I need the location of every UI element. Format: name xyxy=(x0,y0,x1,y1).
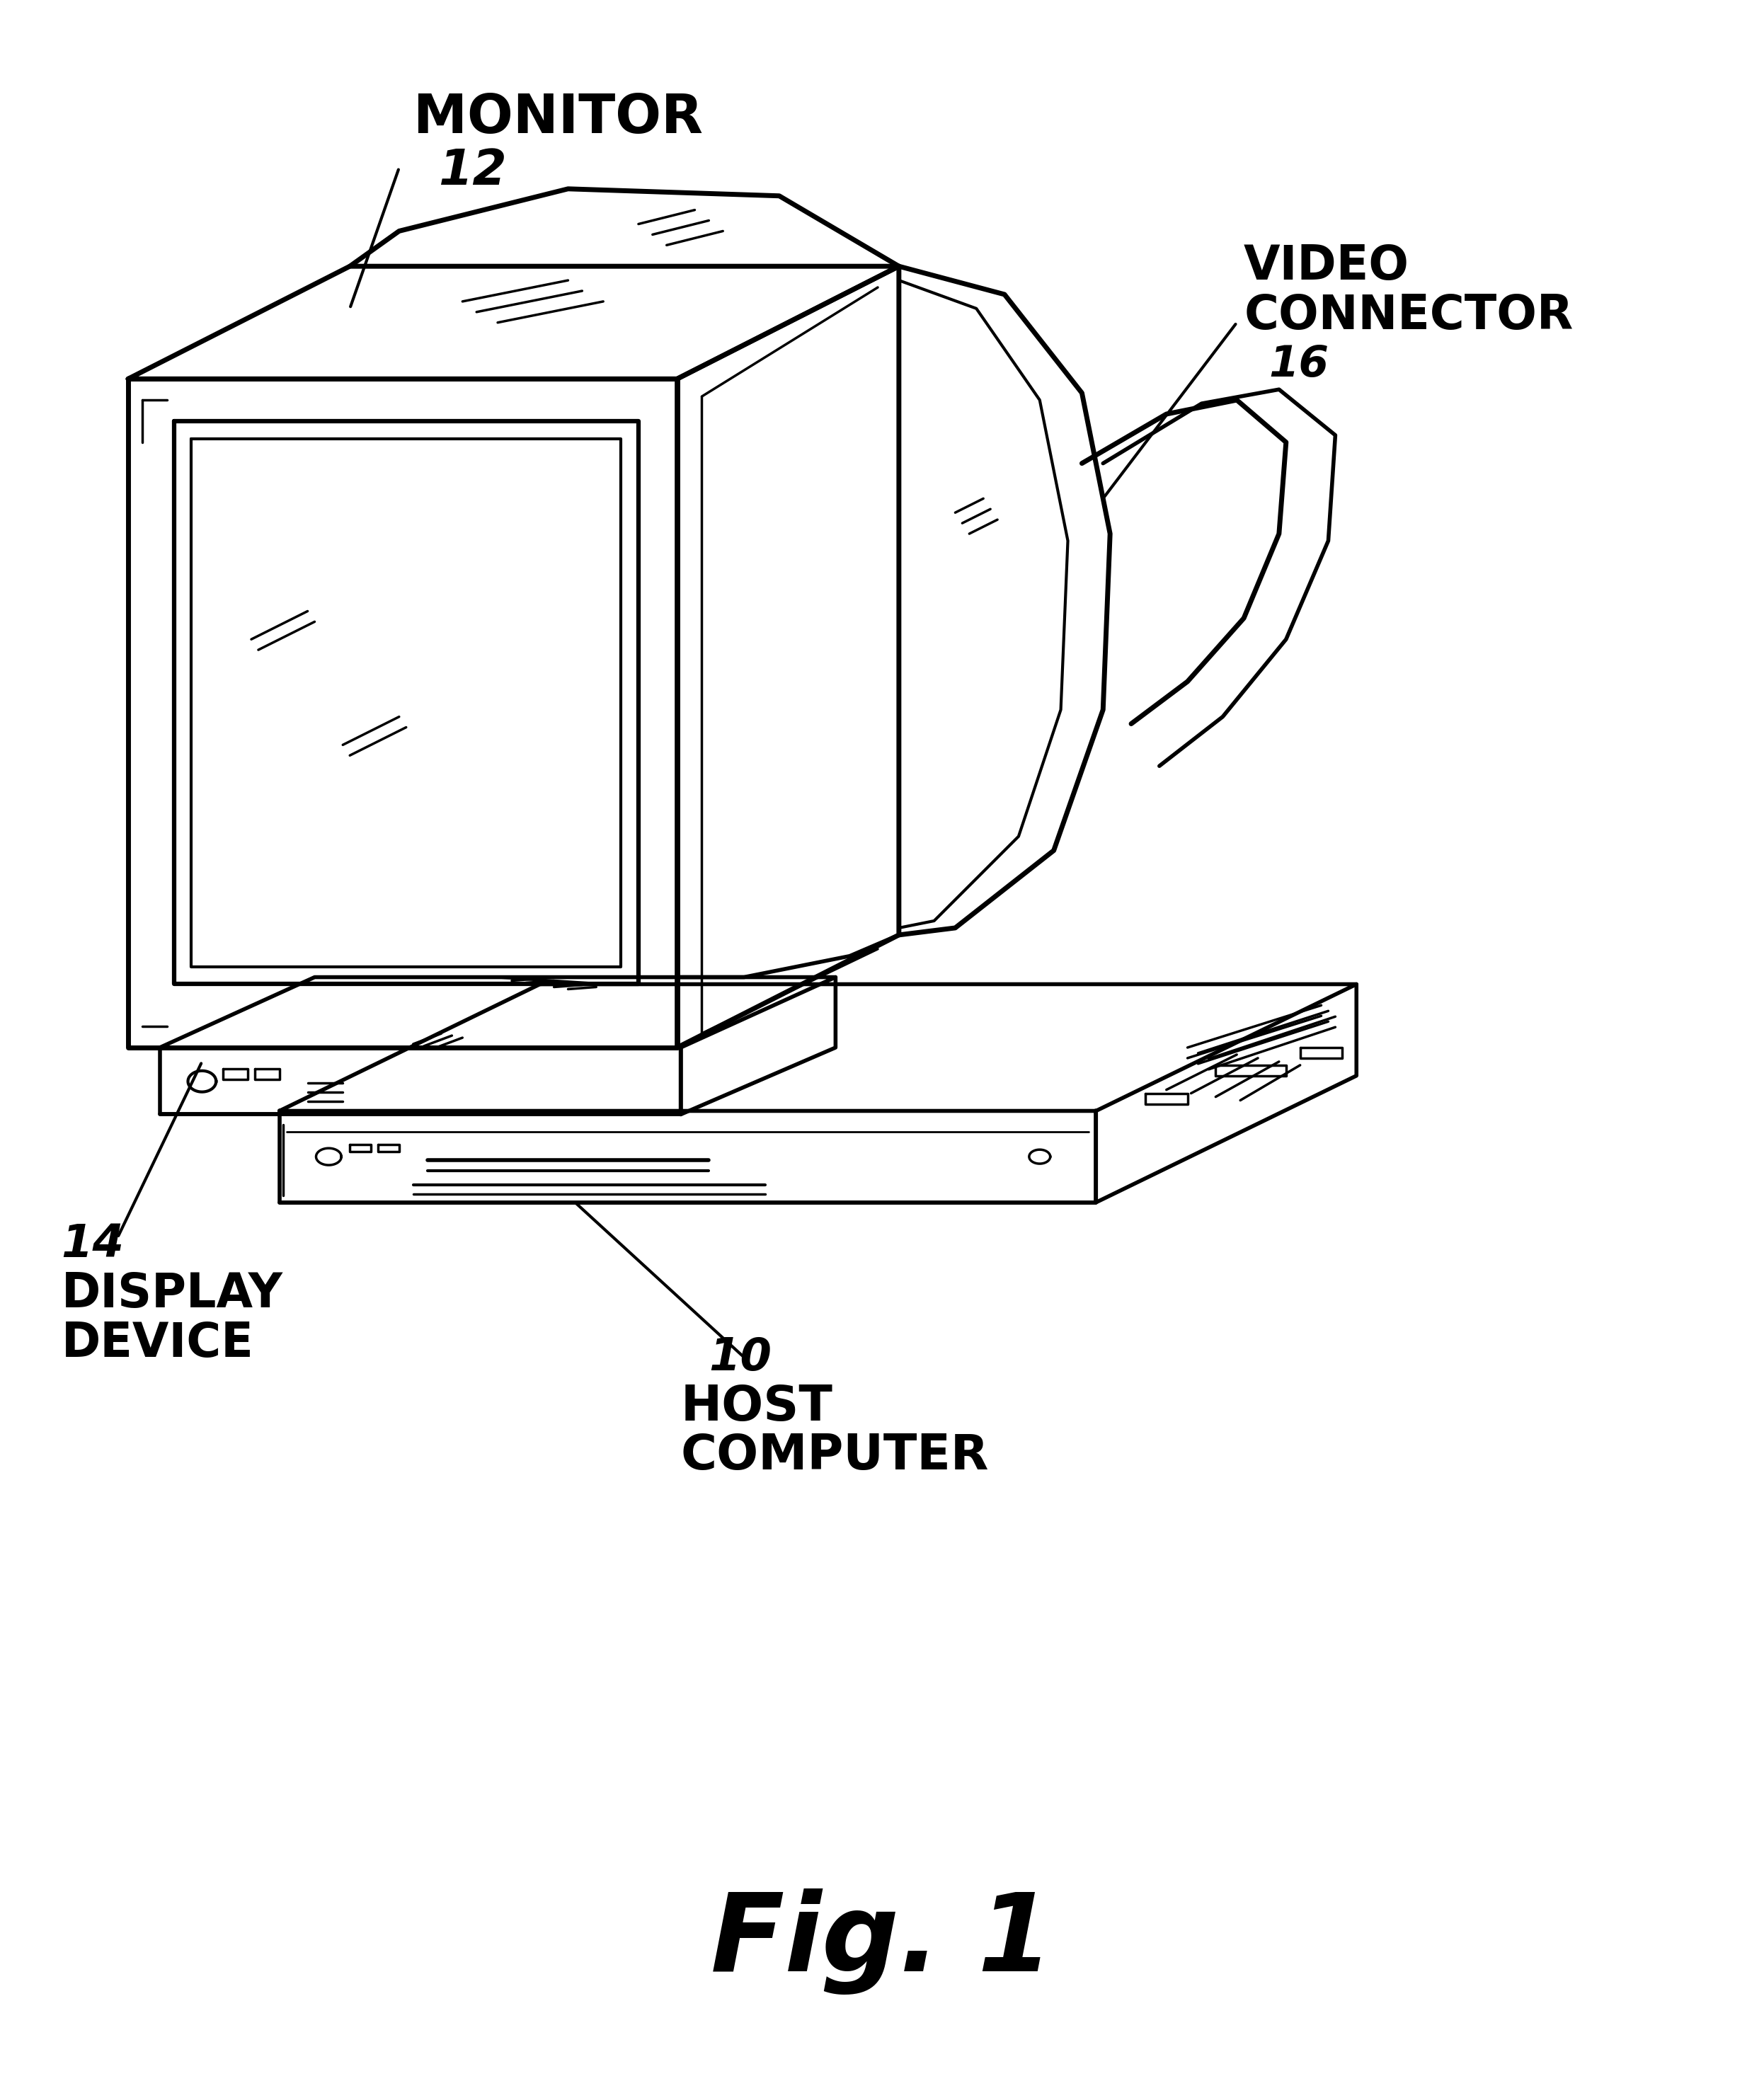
Text: 12: 12 xyxy=(437,147,506,195)
Text: DEVICE: DEVICE xyxy=(62,1321,254,1367)
Text: DISPLAY: DISPLAY xyxy=(62,1270,282,1316)
Text: CONNECTOR: CONNECTOR xyxy=(1244,293,1573,339)
Text: MONITOR: MONITOR xyxy=(413,92,702,144)
Text: HOST: HOST xyxy=(681,1383,833,1430)
Text: Fig. 1: Fig. 1 xyxy=(711,1888,1053,1995)
Text: 14: 14 xyxy=(62,1222,123,1266)
Text: 16: 16 xyxy=(1268,343,1328,385)
Text: 10: 10 xyxy=(709,1335,773,1379)
Text: VIDEO: VIDEO xyxy=(1244,243,1409,289)
Text: COMPUTER: COMPUTER xyxy=(681,1432,990,1480)
